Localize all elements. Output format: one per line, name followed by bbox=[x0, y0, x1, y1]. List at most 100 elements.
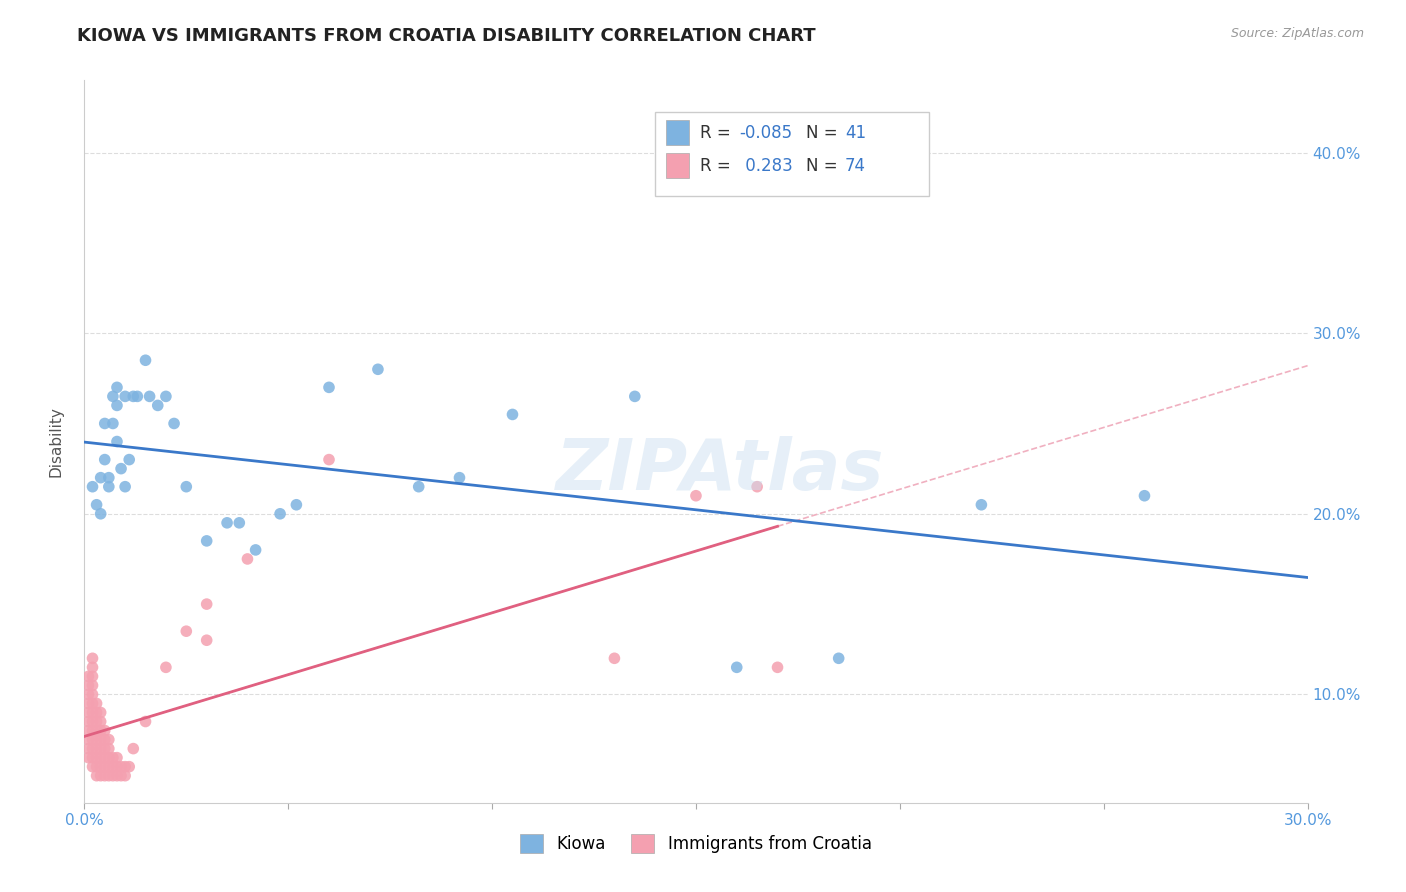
Point bbox=[97, 750, 120, 764]
Point bbox=[77, 678, 100, 692]
Text: N =: N = bbox=[806, 124, 842, 142]
Point bbox=[90, 706, 112, 720]
Point bbox=[114, 760, 136, 774]
Text: R =: R = bbox=[700, 124, 737, 142]
Point bbox=[105, 434, 128, 449]
Point bbox=[97, 769, 120, 783]
Point bbox=[101, 760, 124, 774]
Point bbox=[174, 624, 197, 639]
Point bbox=[114, 389, 136, 403]
Point bbox=[77, 732, 100, 747]
Point bbox=[90, 741, 112, 756]
Point bbox=[122, 389, 145, 403]
Point bbox=[90, 507, 112, 521]
Point bbox=[77, 741, 100, 756]
Point bbox=[110, 760, 132, 774]
Point bbox=[86, 697, 108, 711]
Point bbox=[101, 750, 124, 764]
Point bbox=[77, 697, 100, 711]
Point bbox=[77, 687, 100, 701]
Point bbox=[174, 480, 197, 494]
Point bbox=[155, 389, 177, 403]
Point bbox=[93, 732, 115, 747]
Point bbox=[114, 480, 136, 494]
Point bbox=[138, 389, 160, 403]
Point bbox=[97, 471, 120, 485]
Point bbox=[93, 769, 115, 783]
Point bbox=[90, 750, 112, 764]
Point bbox=[86, 741, 108, 756]
Point bbox=[77, 723, 100, 738]
Point bbox=[93, 417, 115, 431]
Point bbox=[122, 741, 145, 756]
Point bbox=[86, 723, 108, 738]
Point bbox=[624, 389, 647, 403]
Text: 74: 74 bbox=[845, 157, 866, 175]
Point bbox=[1133, 489, 1156, 503]
Point bbox=[77, 706, 100, 720]
Point bbox=[86, 706, 108, 720]
Point bbox=[97, 741, 120, 756]
Point bbox=[101, 417, 124, 431]
Point bbox=[449, 471, 471, 485]
Point bbox=[245, 542, 267, 557]
Point bbox=[105, 398, 128, 412]
Point bbox=[82, 706, 104, 720]
Legend: Kiowa, Immigrants from Croatia: Kiowa, Immigrants from Croatia bbox=[513, 827, 879, 860]
Point bbox=[725, 660, 748, 674]
Point bbox=[502, 408, 524, 422]
Point bbox=[93, 741, 115, 756]
Text: 0.283: 0.283 bbox=[740, 157, 793, 175]
Point bbox=[195, 533, 218, 548]
Point bbox=[86, 769, 108, 783]
Point bbox=[318, 452, 340, 467]
Point bbox=[93, 750, 115, 764]
Point bbox=[766, 660, 789, 674]
Text: ZIPAtlas: ZIPAtlas bbox=[557, 436, 884, 505]
Point bbox=[127, 389, 149, 403]
Point bbox=[86, 714, 108, 729]
Point bbox=[105, 760, 128, 774]
Point bbox=[77, 714, 100, 729]
Point bbox=[747, 480, 769, 494]
Point bbox=[86, 760, 108, 774]
Point bbox=[285, 498, 308, 512]
Point bbox=[101, 769, 124, 783]
Point bbox=[155, 660, 177, 674]
Point bbox=[97, 480, 120, 494]
Point bbox=[93, 452, 115, 467]
Point bbox=[82, 750, 104, 764]
Point bbox=[408, 480, 430, 494]
Point bbox=[685, 489, 707, 503]
Point bbox=[90, 723, 112, 738]
Point bbox=[82, 723, 104, 738]
Point bbox=[236, 552, 259, 566]
Point bbox=[82, 714, 104, 729]
Point bbox=[970, 498, 993, 512]
Point bbox=[82, 651, 104, 665]
Text: 41: 41 bbox=[845, 124, 866, 142]
Point bbox=[82, 687, 104, 701]
Point bbox=[228, 516, 250, 530]
Point bbox=[93, 760, 115, 774]
Point bbox=[269, 507, 291, 521]
Point bbox=[367, 362, 389, 376]
Text: N =: N = bbox=[806, 157, 842, 175]
Point bbox=[82, 732, 104, 747]
Point bbox=[82, 760, 104, 774]
Point bbox=[146, 398, 169, 412]
Point bbox=[82, 480, 104, 494]
Point bbox=[86, 498, 108, 512]
Point bbox=[82, 660, 104, 674]
Point bbox=[135, 714, 157, 729]
Point bbox=[90, 471, 112, 485]
Point bbox=[101, 389, 124, 403]
Point bbox=[318, 380, 340, 394]
Text: Source: ZipAtlas.com: Source: ZipAtlas.com bbox=[1230, 27, 1364, 40]
Point bbox=[82, 697, 104, 711]
Point bbox=[163, 417, 186, 431]
Point bbox=[93, 723, 115, 738]
Point bbox=[97, 760, 120, 774]
Point bbox=[217, 516, 239, 530]
Point bbox=[90, 769, 112, 783]
